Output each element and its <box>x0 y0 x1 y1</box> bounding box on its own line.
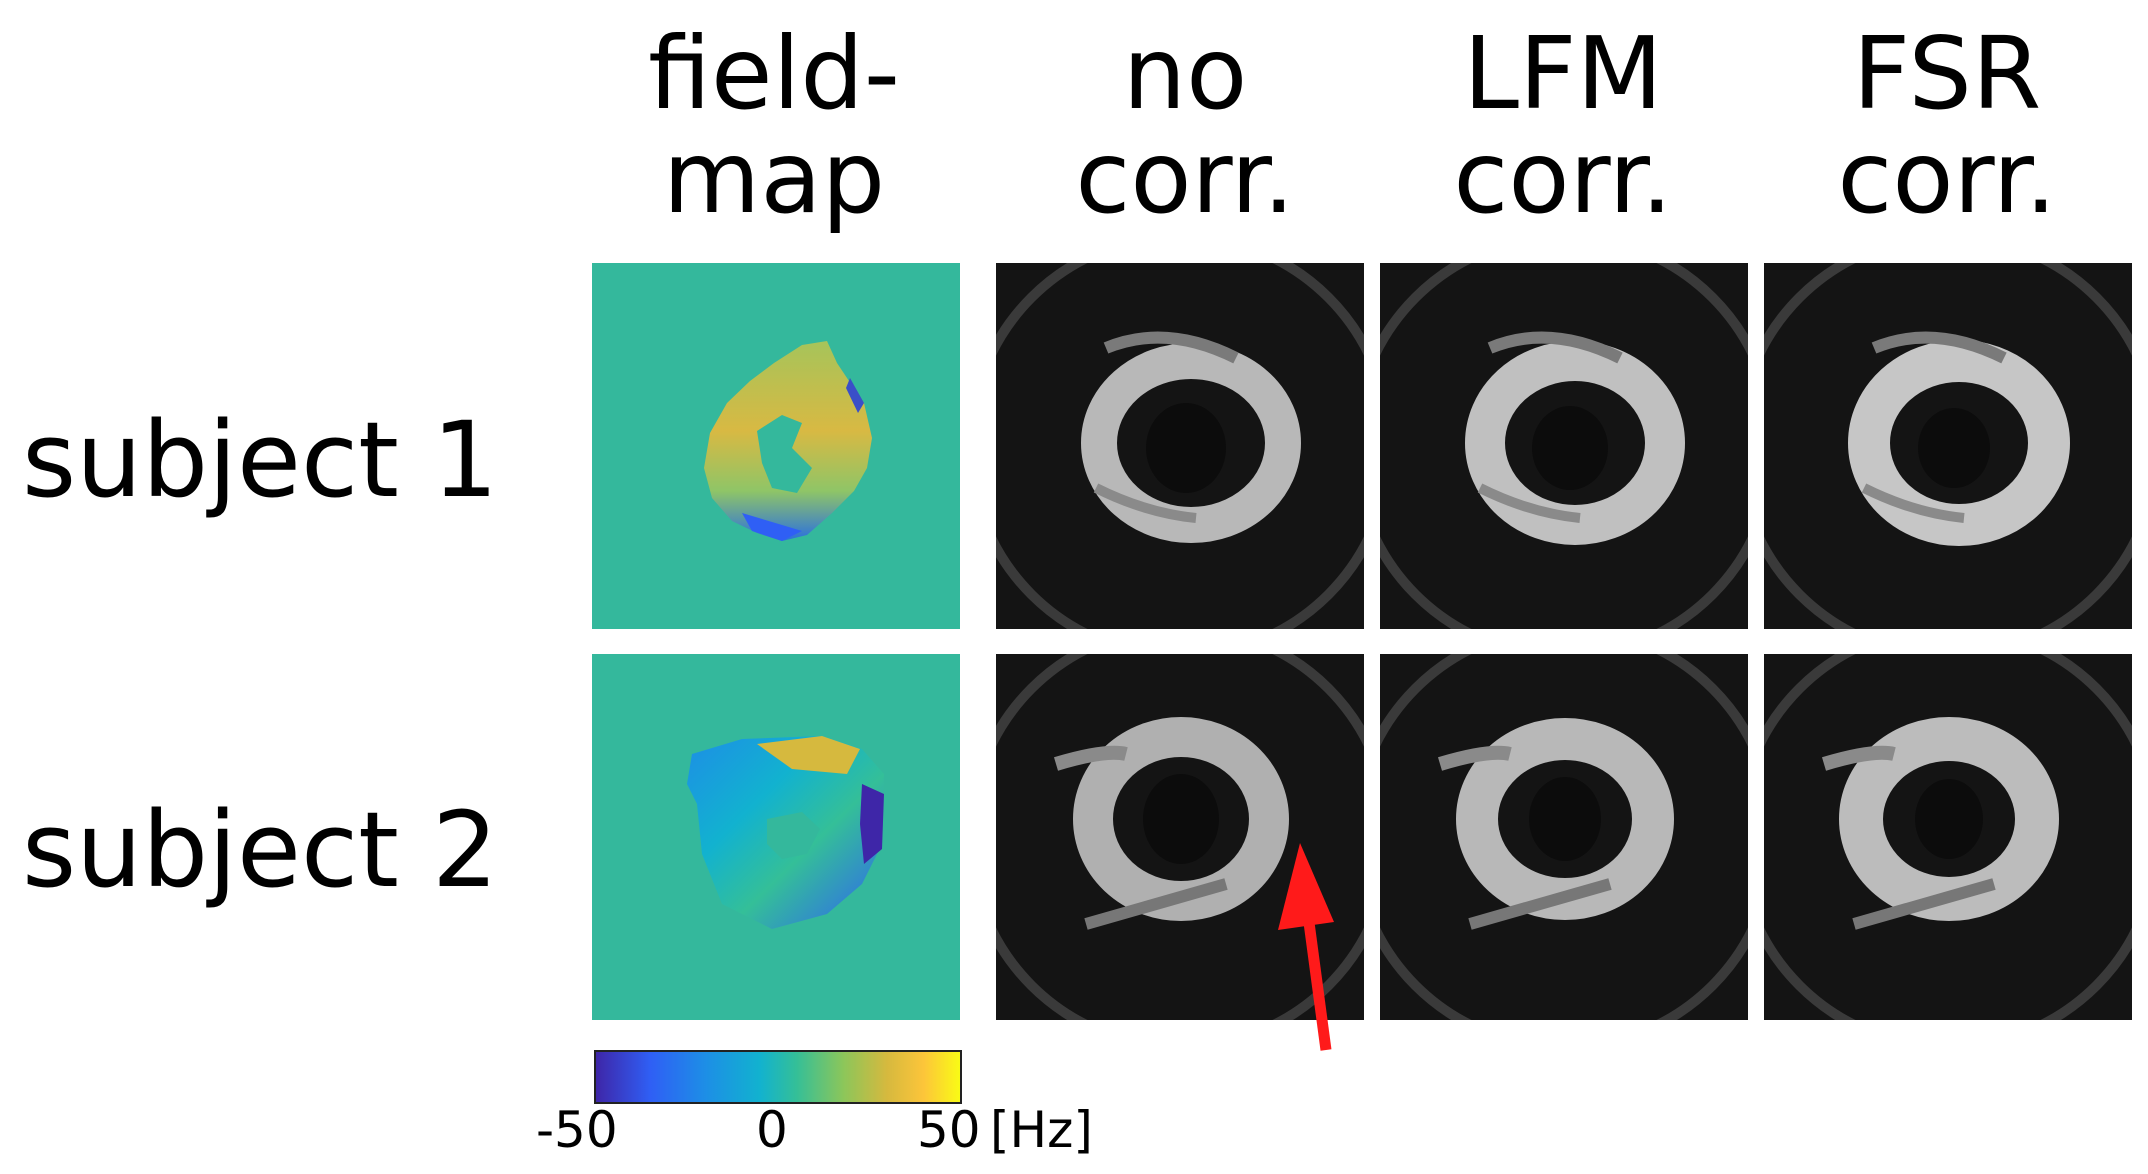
column-header-line: FSR <box>1852 15 2042 132</box>
column-header-line: no <box>1122 15 1248 132</box>
mri-lfm-corr-subject-2 <box>1380 654 1748 1020</box>
column-header-line: corr. <box>1837 119 2057 236</box>
column-header-line: corr. <box>1075 119 1295 236</box>
colorbar-unit-label: [Hz] <box>990 1101 1093 1159</box>
column-header-lfm-corr: LFM corr. <box>1373 22 1753 230</box>
row-label-subject-1: subject 1 <box>22 399 499 521</box>
column-header-fieldmap: field- map <box>584 22 964 230</box>
mri-lfm-corr-subject-1 <box>1380 263 1748 629</box>
mri-fsr-corr-subject-2 <box>1764 654 2132 1020</box>
fieldmap-subject-2 <box>592 654 960 1020</box>
column-header-fsr-corr: FSR corr. <box>1757 22 2137 230</box>
mri-no-corr-subject-1 <box>996 263 1364 629</box>
colorbar-mid-label: 0 <box>756 1101 788 1159</box>
colorbar <box>594 1050 962 1104</box>
colorbar-max-label: 50 <box>917 1101 981 1159</box>
mri-no-corr-subject-2 <box>996 654 1364 1020</box>
column-header-line: corr. <box>1453 119 1673 236</box>
colorbar-min-label: -50 <box>536 1101 618 1159</box>
column-header-no-corr: no corr. <box>995 22 1375 230</box>
mri-fsr-corr-subject-1 <box>1764 263 2132 629</box>
column-header-line: LFM <box>1463 15 1663 132</box>
column-header-line: map <box>662 119 886 236</box>
row-label-subject-2: subject 2 <box>22 789 499 911</box>
column-header-line: field- <box>648 15 900 132</box>
fieldmap-subject-1 <box>592 263 960 629</box>
